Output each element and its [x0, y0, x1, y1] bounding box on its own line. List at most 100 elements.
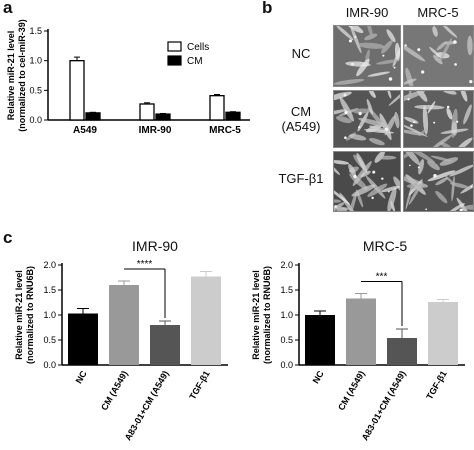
cell-shape — [440, 142, 452, 147]
legend-label: Cells — [187, 42, 209, 53]
cell-shape — [376, 155, 397, 160]
cell-shape — [334, 78, 365, 85]
x-tick-label: MRC-5 — [209, 125, 241, 136]
cell-shape — [369, 138, 385, 146]
cell-shape — [369, 125, 389, 133]
y-axis-title: Relative miR-21 level — [14, 270, 24, 360]
cell-shape — [381, 40, 393, 54]
x-tick-label: A83-01+CM (A549) — [360, 369, 408, 442]
cell-shape — [386, 29, 396, 43]
cell-shape — [334, 199, 342, 203]
cell-shape — [349, 192, 357, 211]
cell-shape — [440, 128, 469, 134]
y-tick-label: 0.5 — [280, 335, 293, 345]
bar-cm — [225, 111, 241, 121]
cell-shape — [404, 78, 417, 85]
cell-shape — [334, 160, 350, 165]
cell-highlight — [417, 166, 420, 169]
y-tick-label: 1.5 — [280, 285, 293, 295]
cell-highlight — [470, 185, 473, 188]
cell-shape — [445, 175, 453, 183]
cell-shape — [338, 108, 359, 117]
cell-highlight — [348, 39, 353, 43]
cell-highlight — [381, 177, 384, 180]
bar — [387, 338, 417, 365]
y-tick-label: 0.0 — [43, 360, 56, 370]
legend-label: CM — [187, 56, 203, 67]
x-tick-label: A549 — [73, 125, 97, 136]
cell-shape — [404, 91, 426, 102]
cell-shape — [356, 58, 370, 77]
legend-swatch — [167, 41, 182, 52]
cell-shape — [431, 134, 452, 147]
cell-shape — [467, 35, 473, 56]
cell-shape — [381, 186, 400, 193]
cell-shape — [451, 175, 455, 202]
cell-shape — [408, 181, 424, 205]
cell-shape — [418, 159, 425, 175]
bar — [150, 325, 180, 365]
cell-highlight — [351, 62, 354, 66]
row-label-nc: NC — [291, 46, 311, 61]
y-tick-label: 1.0 — [43, 310, 56, 320]
cell-shape — [339, 97, 354, 122]
cell-highlight — [454, 63, 457, 66]
cell-shape — [441, 26, 458, 38]
cell-shape — [368, 91, 376, 99]
column-label-imr90: IMR-90 — [345, 5, 389, 20]
cell-shape — [408, 91, 412, 100]
y-axis-title: Relative miR-21 level — [251, 270, 261, 360]
cell-shape — [459, 91, 468, 102]
cell-shape — [430, 155, 452, 162]
cell-shape — [418, 128, 428, 137]
cell-highlight — [384, 127, 389, 131]
cell-shape — [352, 161, 372, 186]
cell-shape — [334, 165, 341, 176]
cell-highlight — [425, 208, 427, 211]
bar-cm — [85, 112, 101, 121]
cell-highlight — [354, 35, 357, 39]
bar — [428, 302, 458, 365]
bar-cm — [155, 113, 171, 121]
cell-shape — [366, 99, 374, 115]
cell-shape — [358, 117, 388, 127]
chart-a: 0.0 0.5 1.0 1.5 Relative miR-21 level (normal… — [6, 19, 250, 136]
cell-highlight — [382, 54, 385, 57]
cell-shape — [393, 176, 400, 193]
cell-highlight — [388, 190, 390, 193]
y-tick-label: 2.0 — [280, 260, 293, 270]
micrograph-imr90-cm — [333, 90, 401, 148]
cell-shape — [350, 26, 362, 54]
cell-shape — [456, 137, 473, 147]
cell-highlight — [344, 136, 347, 140]
y-tick-label: 0.0 — [29, 115, 42, 125]
cell-shape — [376, 59, 400, 65]
y-tick-label: 1.0 — [29, 56, 42, 66]
bar — [109, 285, 139, 365]
bar — [68, 313, 98, 365]
bar-cells — [209, 95, 225, 121]
cell-highlight — [334, 205, 337, 208]
micrograph-background — [404, 91, 473, 147]
cell-highlight — [353, 174, 357, 179]
micrograph-mrc5-tgfb — [403, 151, 474, 212]
cell-highlight — [343, 93, 347, 97]
cell-shape — [405, 67, 414, 86]
x-tick-label: A83-01+CM (A549) — [123, 369, 171, 442]
x-tick-label: TGF-β1 — [424, 369, 448, 401]
cell-highlight — [372, 170, 376, 174]
cell-highlight — [407, 98, 410, 101]
cell-shape — [436, 41, 447, 51]
cell-shape — [446, 107, 453, 120]
cell-shape — [414, 104, 445, 110]
cell-highlight — [358, 126, 361, 129]
cell-shape — [427, 160, 440, 171]
cell-shape — [439, 38, 452, 62]
cell-shape — [346, 26, 364, 34]
x-tick-label: CM (A549) — [336, 369, 367, 412]
cell-shape — [387, 187, 397, 211]
cell-shape — [449, 164, 473, 177]
cell-shape — [335, 26, 354, 41]
cell-highlight — [413, 121, 416, 124]
cell-shape — [388, 91, 400, 106]
